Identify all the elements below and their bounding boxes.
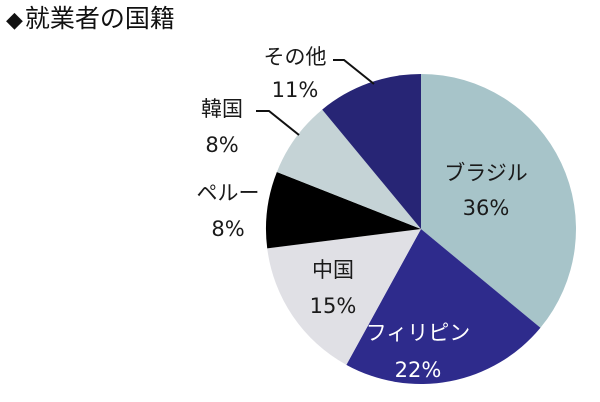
slice-label-korea-name: 韓国 xyxy=(201,97,243,121)
slice-label-china-pct: 15% xyxy=(310,294,357,318)
slice-label-philippines-name: フィリピン xyxy=(366,321,471,345)
slice-label-philippines-pct: 22% xyxy=(395,358,442,382)
pie-slice-china xyxy=(267,229,421,365)
pie-slice-philippines xyxy=(346,229,541,385)
pie-slices xyxy=(265,74,576,385)
slice-label-brazil-name: ブラジル xyxy=(444,161,528,185)
pie-slice-other xyxy=(322,74,421,229)
pie-slice-korea xyxy=(276,109,421,229)
leader-line-korea xyxy=(256,110,300,136)
slice-label-other-pct: 11% xyxy=(272,78,319,102)
slice-label-peru-pct: 8% xyxy=(211,217,244,241)
pie-slice-peru xyxy=(265,171,421,249)
slice-label-brazil-pct: 36% xyxy=(463,196,510,220)
diamond-bullet-icon: ◆ xyxy=(6,8,23,33)
chart-title: ◆就業者の国籍 xyxy=(6,2,175,38)
slice-label-peru-name: ペルー xyxy=(197,181,260,205)
pie-slice-brazil xyxy=(421,74,576,328)
slice-label-other-name: その他 xyxy=(264,45,327,69)
slice-label-china-name: 中国 xyxy=(312,258,354,282)
chart-title-text: 就業者の国籍 xyxy=(24,4,175,33)
slice-label-korea-pct: 8% xyxy=(205,133,238,157)
leader-line-other xyxy=(333,59,375,85)
